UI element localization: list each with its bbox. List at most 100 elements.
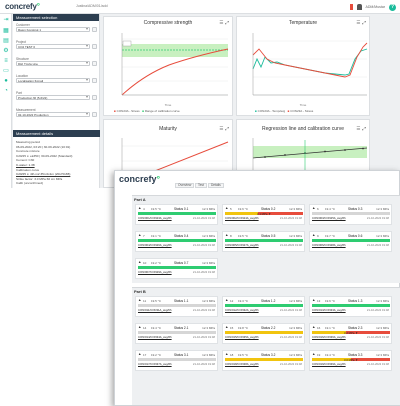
flag-icon[interactable] bbox=[349, 4, 353, 10]
expand-icon[interactable]: ⤢ bbox=[225, 126, 229, 131]
menu-icon[interactable]: ☰ bbox=[219, 20, 224, 25]
bell-icon[interactable] bbox=[356, 4, 362, 10]
tile-strength: 12.3 MPa bbox=[376, 206, 389, 211]
temperature-value: 19.5 °C bbox=[151, 206, 162, 211]
sensor-link[interactable]: CON/014/CON34A_avg/6h bbox=[138, 335, 172, 339]
tab-test[interactable]: Test bbox=[195, 183, 207, 188]
brand-logo[interactable]: concrefy° bbox=[5, 2, 40, 11]
sensor-link[interactable]: CON/001/CON23A_avg/6h bbox=[138, 216, 172, 220]
status-bar bbox=[225, 239, 303, 242]
sensor-link[interactable]: CON/007/CON29A_avg/6h bbox=[138, 270, 172, 274]
sensor-tile[interactable]: ▲ 16 19.1 °C Status 2.3 12.3 MPa 3.2 MPa ▼ CON… bbox=[309, 323, 392, 344]
status-bar-segment bbox=[312, 358, 351, 361]
field-action-button[interactable] bbox=[92, 95, 97, 100]
sensor-tile[interactable]: ▲ 10 19.2 °C Status 0.7 12.3 MPa CON/007/CON2… bbox=[135, 258, 218, 279]
user-icon[interactable]: ● bbox=[4, 78, 8, 84]
sensor-tile[interactable]: ▲ 17 19.2 °C Status 3.1 12.3 MPa CON/017/CON3… bbox=[135, 350, 218, 371]
sensor-tile[interactable]: ▲ 11 19.5 °C Status 1.1 12.3 MPa CON/011/CON3… bbox=[135, 296, 218, 317]
document-icon[interactable]: ▭ bbox=[3, 68, 9, 74]
user-menu[interactable]: ADM/Mustar bbox=[365, 5, 385, 9]
sensor-icon: ▲ bbox=[312, 206, 316, 210]
detail-line: 06-09-2022, 03:20 | 30-09-2022 (10:01) bbox=[16, 144, 71, 149]
sensor-tile[interactable]: ▲ 8 19.5 °C Status 0.5 12.3 MPa CON/005/CON27… bbox=[222, 231, 305, 252]
field-select[interactable]: Localisation fixmali bbox=[16, 78, 90, 83]
sensor-link[interactable]: CON/015/CON35A_avg/6h bbox=[225, 335, 259, 339]
field-action-button[interactable] bbox=[92, 61, 97, 66]
sensor-tile[interactable]: ▲ 9 19.7 °C Status 0.6 12.3 MPa CON/006/CON28… bbox=[309, 231, 392, 252]
field-select[interactable]: CO2 TEST 0 bbox=[16, 44, 90, 49]
sensor-link[interactable]: CON/013/CON33A_avg/6h bbox=[312, 308, 346, 312]
temperature-chart bbox=[252, 33, 368, 96]
tile-strength: 12.3 MPa bbox=[289, 206, 302, 211]
tile-timestamp: 21-10-2022 19:48 bbox=[366, 362, 389, 366]
sensor-link[interactable]: CON/016/CON36A_avg/6h bbox=[312, 335, 346, 339]
expand-icon[interactable]: ⤢ bbox=[362, 20, 366, 25]
sensor-link[interactable]: CON/011/CON31A_avg/6h bbox=[138, 308, 172, 312]
status-bar bbox=[138, 239, 216, 242]
tile-timestamp: 21-10-2022 19:48 bbox=[192, 308, 215, 312]
field-action-button[interactable] bbox=[92, 78, 97, 83]
sensor-tile[interactable]: ▲ 14 19.4 °C Status 2.1 12.3 MPa CON/014/CON3… bbox=[135, 323, 218, 344]
tab-details[interactable]: Details bbox=[208, 183, 224, 188]
help-icon[interactable]: ? bbox=[389, 3, 396, 11]
sensor-tile[interactable]: ▲ 13 19.6 °C Status 1.3 12.3 MPa CON/013/CON3… bbox=[309, 296, 392, 317]
sensor-link[interactable]: CON/004/CON26A_avg/6h bbox=[138, 243, 172, 247]
sensor-link[interactable]: CON/005/CON27A_avg/6h bbox=[225, 243, 259, 247]
sensor-tile[interactable]: ▲ 15 19.8 °C Status 2.2 12.3 MPa CON/015/CON3… bbox=[222, 323, 305, 344]
sensor-link[interactable]: CON/012/CON32A_avg/6h bbox=[225, 308, 259, 312]
field-action-button[interactable] bbox=[92, 44, 97, 49]
field-select[interactable]: 02-10-2022 Production bbox=[16, 112, 90, 117]
status-bar-segment bbox=[346, 331, 390, 334]
field-label: Customer bbox=[16, 23, 30, 27]
detail-line[interactable]: C-water: 1.38 bbox=[16, 163, 35, 167]
sensor-icon: ▲ bbox=[225, 206, 229, 210]
field-select[interactable]: DHI Tm2a vine bbox=[16, 61, 90, 66]
dashboard-window: concrefy° Justina/ADM/01/add ADM/Mustar … bbox=[0, 0, 400, 188]
left-nav-rail: ⇥ ▦ ▤ ⚙ ≡ ▭ ● ◔ bbox=[0, 14, 12, 188]
sensor-link[interactable]: CON/018/CON38A_avg/6h bbox=[225, 362, 259, 366]
tab-strip: Overview Test Details bbox=[175, 183, 255, 188]
detail-line: Calibration curve bbox=[16, 167, 40, 172]
expand-icon[interactable]: ⤢ bbox=[225, 20, 229, 25]
sensor-tile[interactable]: ▲ 4 19.5 °C Status 0.1 12.3 MPa CON/001/CON23… bbox=[135, 204, 218, 225]
sensor-link[interactable]: CON/003/CON25A_avg/6h bbox=[312, 216, 346, 220]
expand-icon[interactable]: ⤢ bbox=[362, 126, 366, 131]
menu-icon[interactable]: ☰ bbox=[356, 126, 361, 131]
tile-name: Status 1.1 bbox=[174, 298, 189, 303]
expand-icon[interactable]: ⇥ bbox=[3, 17, 9, 23]
measurement-selection-panel: Measurement selection Customer Rasm Konst… bbox=[13, 14, 100, 188]
field-select[interactable]: Production fill (5-6/22) bbox=[16, 95, 90, 100]
field-action-button[interactable] bbox=[92, 27, 97, 32]
menu-icon[interactable]: ☰ bbox=[356, 20, 361, 25]
sensor-link[interactable]: CON/002/CON24A_avg/6h bbox=[225, 216, 259, 220]
sensor-icon: ▲ bbox=[225, 325, 229, 329]
field-action-button[interactable] bbox=[92, 112, 97, 117]
menu-icon[interactable]: ☰ bbox=[219, 126, 224, 131]
tab-overview[interactable]: Overview bbox=[175, 183, 195, 188]
sensor-tile[interactable]: ▲ 12 19.3 °C Status 1.2 12.3 MPa CON/012/CON3… bbox=[222, 296, 305, 317]
sensor-number: 19 bbox=[317, 352, 321, 357]
sensor-tile[interactable]: ▲ 6 19.4 °C Status 0.3 12.3 MPa CON/003/CON25… bbox=[309, 204, 392, 225]
chart-icon[interactable]: ▤ bbox=[3, 38, 9, 44]
sensor-link[interactable]: CON/017/CON37A_avg/6h bbox=[138, 362, 172, 366]
dashboard-icon[interactable]: ▦ bbox=[3, 28, 9, 34]
gauge-icon[interactable]: ◔ bbox=[4, 88, 8, 94]
sensor-link[interactable]: CON/006/CON28A_avg/6h bbox=[312, 243, 346, 247]
sensor-tile[interactable]: ▲ 7 19.1 °C Status 0.4 12.3 MPa CON/004/CON26… bbox=[135, 231, 218, 252]
temperature-value: 19.3 °C bbox=[238, 298, 249, 303]
brand-logo-front[interactable]: concrefy° bbox=[119, 174, 161, 184]
detail-line: Strike factor: 3.0 MPa 60 cm MPa bbox=[16, 176, 63, 181]
sensor-tile[interactable]: ▲ 19 19.4 °C Status 3.3 12.3 MPa 3.0 MPa ▼ CON… bbox=[309, 350, 392, 371]
tile-name: Status 3.2 bbox=[261, 352, 276, 357]
settings-icon[interactable]: ⚙ bbox=[3, 48, 9, 54]
sensor-tile[interactable]: ▲ 18 19.5 °C Status 3.2 12.3 MPa CON/018/CON3… bbox=[222, 350, 305, 371]
breadcrumb[interactable]: Justina/ADM/01/add bbox=[76, 4, 108, 8]
list-icon[interactable]: ≡ bbox=[4, 58, 8, 64]
tile-name: Status 0.1 bbox=[174, 206, 189, 211]
sensor-tile[interactable]: ▲ 5 19.6 °C Status 0.2 12.3 MPa 3.1 MPa ▼ CON/… bbox=[222, 204, 305, 225]
detail-line[interactable]: C20/25 s: 4th.m2 35n.0x1m (20x70x65) bbox=[16, 172, 71, 177]
status-bar-label: 3.0 MPa ▼ bbox=[344, 358, 358, 361]
sensor-link[interactable]: CON/019/CON39A_avg/6h bbox=[312, 362, 346, 366]
field-select[interactable]: Rasm Konstruk 1 bbox=[16, 27, 90, 32]
status-bar-segment bbox=[312, 212, 390, 215]
